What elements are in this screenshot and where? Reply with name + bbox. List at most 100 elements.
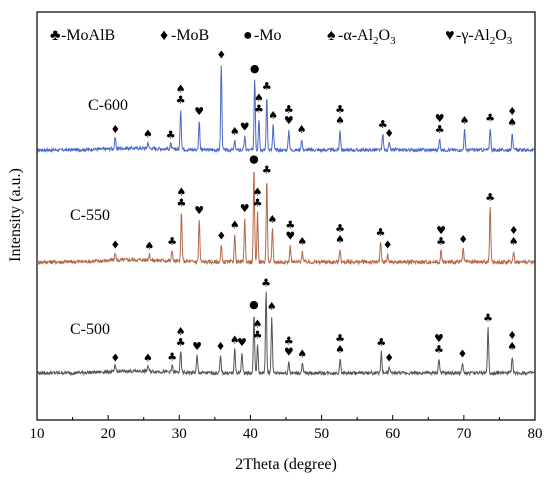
peak-marker: ♠ xyxy=(267,300,277,313)
legend-symbol: ♥ xyxy=(445,27,455,44)
peak-marker: ♥ xyxy=(237,336,247,349)
peak-marker: ♠ xyxy=(335,114,345,127)
peak-marker: ♣ xyxy=(176,336,186,349)
peak-marker: ♦ xyxy=(457,348,467,361)
peak-marker: ♣ xyxy=(262,80,272,93)
peak-marker: ● xyxy=(249,298,259,311)
series-c-550: C-550♦ ♠ ♣♣♠♥♦♠♥●♣♠♣♠♥♣♠ ♠♣ ♣♦ ♣♥♦♣♠♦ xyxy=(36,153,535,266)
legend-symbol: ♦ xyxy=(160,27,168,44)
peak-marker: ♥ xyxy=(240,121,250,134)
peak-marker: ♥ xyxy=(434,332,444,345)
peak-marker: ♣ xyxy=(262,164,272,177)
peak-marker: ♣ xyxy=(376,226,386,239)
peak-marker: ♣ xyxy=(261,276,271,289)
peak-marker: ♣ xyxy=(284,103,294,116)
legend-label: -MoB xyxy=(171,27,209,44)
peak-marker: ♦ xyxy=(383,238,393,251)
x-tick-label: 70 xyxy=(456,426,471,442)
peak-marker: ♠ xyxy=(297,235,307,248)
peak-marker: ♥ xyxy=(194,204,204,217)
peak-marker: ● xyxy=(250,62,260,75)
legend-label: -γ-Al2O3 xyxy=(456,27,513,47)
legend-entry: ♥ -γ-Al2O3 xyxy=(445,27,513,47)
peak-marker: ♦ xyxy=(384,127,394,140)
peak-marker: ♣ xyxy=(254,103,264,116)
peak-marker: ● xyxy=(249,153,259,166)
peak-marker: ♦ xyxy=(110,238,120,251)
peak-marker: ♥ xyxy=(435,112,445,125)
peak-marker: ♣ xyxy=(483,311,493,324)
peak-marker: ♥ xyxy=(194,105,204,118)
series-label: C-500 xyxy=(70,321,110,338)
series-label: C-550 xyxy=(70,207,110,224)
peak-marker: ♥ xyxy=(436,224,446,237)
peak-marker: ♠ xyxy=(268,109,278,122)
peak-marker: ♦ xyxy=(507,105,517,118)
peak-marker: ♣ xyxy=(167,350,177,363)
peak-marker: ♦ xyxy=(216,340,226,353)
legend-label: -MoAlB xyxy=(61,27,115,44)
legend-symbol: ● xyxy=(243,27,253,44)
peak-marker: ♠ xyxy=(176,325,186,338)
peak-marker: ♠ xyxy=(143,128,153,141)
x-axis-title: 2Theta (degree) xyxy=(235,456,337,473)
peak-marker: ♠ xyxy=(509,235,519,248)
peak-marker: ♦ xyxy=(507,329,517,342)
legend: ♣ -MoAlB ♦ -MoB ● -Mo ♠ -α-Al2O3 ♥ -γ-Al2O3 xyxy=(50,27,513,47)
peak-marker: ♣ xyxy=(285,219,295,232)
peak-marker: ♣ xyxy=(176,94,186,107)
x-tick-label: 80 xyxy=(528,426,543,442)
legend-symbol: ♠ xyxy=(327,27,336,44)
legend-entry: ● -Mo xyxy=(243,27,282,44)
peak-marker: ♦ xyxy=(110,351,120,364)
peak-marker: ♣ xyxy=(436,235,446,248)
peak-marker: ♥ xyxy=(284,346,294,359)
y-axis-title: Intensity (a.u.) xyxy=(7,168,24,262)
peak-marker: ♦ xyxy=(458,233,468,246)
peak-marker: ♠ xyxy=(335,343,345,356)
peak-marker: ♠ xyxy=(143,351,153,364)
peak-marker: ♥ xyxy=(284,114,294,127)
peak-marker: ♣ xyxy=(335,103,345,116)
peak-marker: ♠ xyxy=(176,83,186,96)
peak-marker: ♣ xyxy=(485,191,495,204)
x-axis-ticks: 10 20 30 40 50 60 70 80 xyxy=(30,415,543,442)
peak-marker: ♠ xyxy=(253,186,263,199)
peak-marker: ♣ xyxy=(434,343,444,356)
legend-label: -α-Al2O3 xyxy=(338,27,396,47)
peak-marker: ♠ xyxy=(253,318,263,331)
peak-marker: ♣ xyxy=(376,336,386,349)
x-tick-label: 40 xyxy=(243,426,258,442)
peak-marker: ♣ xyxy=(378,118,388,131)
series-c-500: C-500♦ ♠ ♣♣♠♥ ♦♠♥●♣♠♣♠♥♣♠ ♠♣ ♣♦♣♥♦♣♠♦ xyxy=(36,276,535,377)
series-c-600: C-600♦ ♠ ♣♣♠♥♦♠ ♥●♣♠♣♠ ♥♣♠♠♣♣♦ ♣♥ ♠ ♣ ♠♦ xyxy=(37,49,535,154)
peak-marker: ♣ xyxy=(166,129,176,142)
peak-marker: ♣ xyxy=(335,332,345,345)
peak-marker: ♣ xyxy=(284,335,294,348)
series-label: C-600 xyxy=(88,97,128,114)
peak-marker: ♣ xyxy=(253,197,263,210)
legend-label: -Mo xyxy=(254,27,282,44)
series-layer: C-600♦ ♠ ♣♣♠♥♦♠ ♥●♣♠♣♠ ♥♣♠♠♣♣♦ ♣♥ ♠ ♣ ♠♦C-550♦ ♠ ♣… xyxy=(36,49,535,377)
x-tick-label: 50 xyxy=(314,426,329,442)
peak-marker: ♠ xyxy=(507,340,517,353)
peak-marker: ♣ xyxy=(167,235,177,248)
x-tick-label: 30 xyxy=(172,426,187,442)
peak-marker: ♠ xyxy=(176,186,186,199)
series-line xyxy=(36,291,535,377)
peak-marker: ♥ xyxy=(192,340,202,353)
peak-marker: ♣ xyxy=(253,329,263,342)
peak-marker: ♣ xyxy=(176,197,186,210)
peak-marker: ♠ xyxy=(297,123,307,136)
x-tick-label: 20 xyxy=(101,426,116,442)
peak-marker: ♠ xyxy=(144,239,154,252)
legend-entry: ♠ -α-Al2O3 xyxy=(327,27,396,47)
peak-marker: ♠ xyxy=(230,333,240,346)
peak-marker: ♣ xyxy=(485,112,495,125)
peak-marker: ♠ xyxy=(507,116,517,129)
peak-marker: ♦ xyxy=(216,230,226,243)
peak-marker: ♣ xyxy=(335,222,345,235)
legend-entry: ♣ -MoAlB xyxy=(50,27,115,44)
peak-marker: ♦ xyxy=(110,123,120,136)
